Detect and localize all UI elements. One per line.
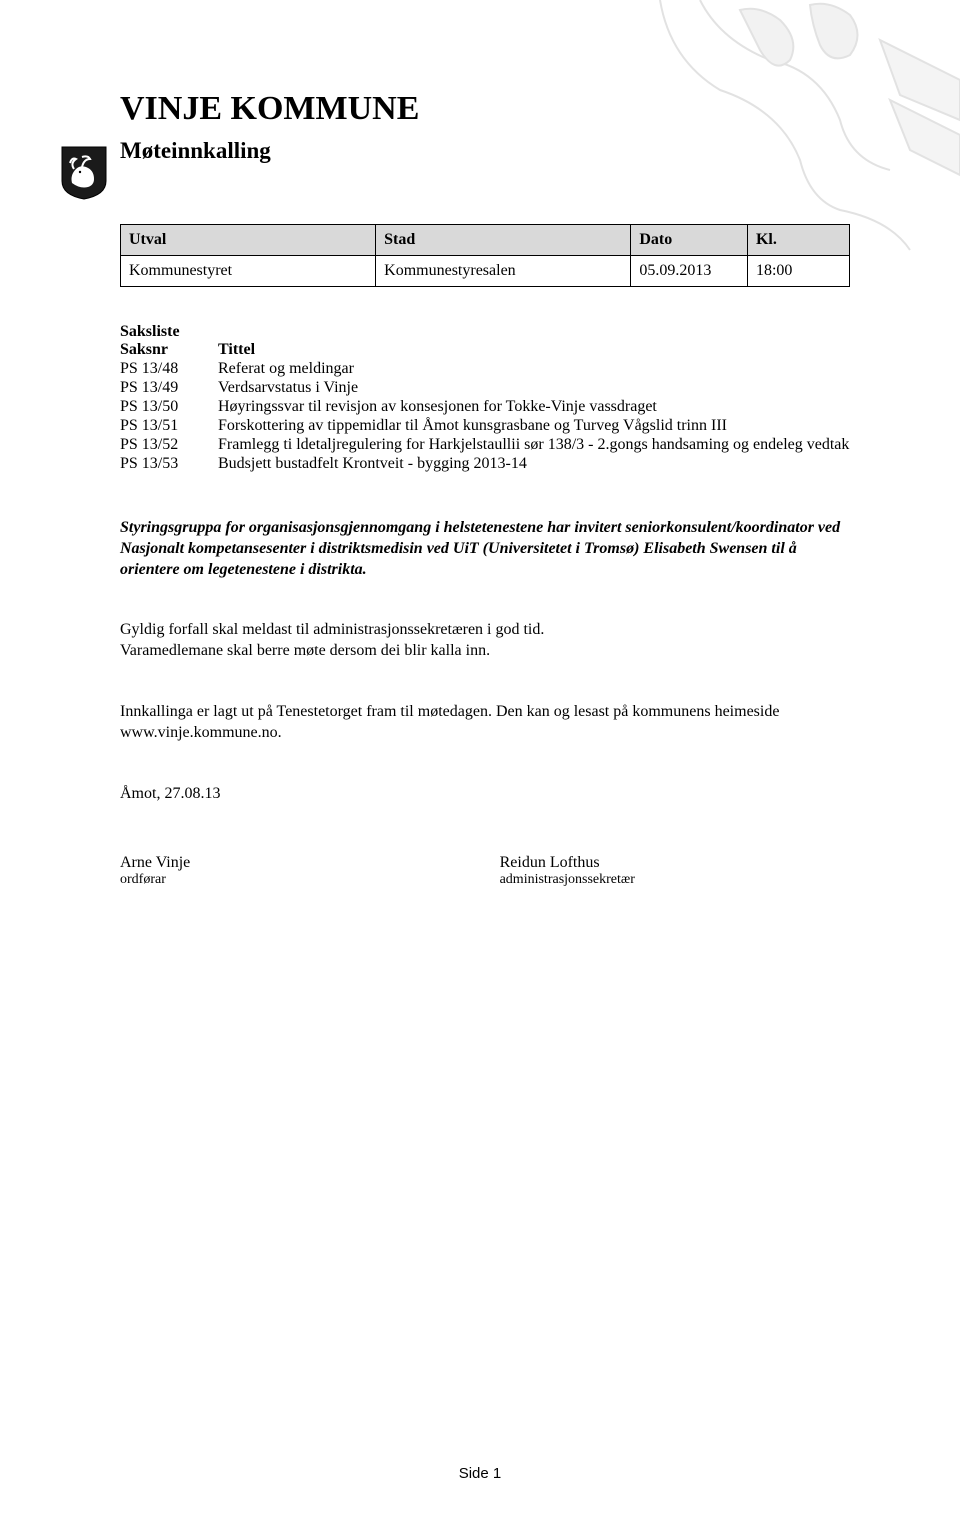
sig-name-left: Arne Vinje xyxy=(120,854,500,872)
case-title: Forskottering av tippemidlar til Åmot ku… xyxy=(218,417,849,436)
case-nr: PS 13/53 xyxy=(120,455,218,474)
td-utval: Kommunestyret xyxy=(121,256,376,287)
case-list-section: Saksliste Saksnr Tittel PS 13/48 Referat… xyxy=(120,323,850,474)
case-list-table: Saksnr Tittel PS 13/48 Referat og meldin… xyxy=(120,341,849,474)
case-title: Høyringssvar til revisjon av konsesjonen… xyxy=(218,398,849,417)
date-place: Åmot, 27.08.13 xyxy=(120,784,850,805)
th-utval: Utval xyxy=(121,225,376,256)
signature-row: Arne Vinje ordførar Reidun Lofthus admin… xyxy=(120,854,850,888)
table-row: Kommunestyret Kommunestyresalen 05.09.20… xyxy=(121,256,850,287)
th-dato: Dato xyxy=(631,225,748,256)
forfall-line-2: Varamedlemane skal berre møte dersom dei… xyxy=(120,642,490,659)
innkalling-paragraph: Innkallinga er lagt ut på Tenestetorget … xyxy=(120,702,850,744)
th-kl: Kl. xyxy=(747,225,849,256)
case-nr: PS 13/51 xyxy=(120,417,218,436)
sig-role-right: administrasjonssekretær xyxy=(500,872,850,888)
meeting-meta-table: Utval Stad Dato Kl. Kommunestyret Kommun… xyxy=(120,224,850,287)
case-title: Budsjett bustadfelt Krontveit - bygging … xyxy=(218,455,849,474)
th-saksnr: Saksnr xyxy=(120,341,218,360)
case-row: PS 13/48 Referat og meldingar xyxy=(120,360,849,379)
case-list-header-row: Saksnr Tittel xyxy=(120,341,849,360)
td-kl: 18:00 xyxy=(747,256,849,287)
case-nr: PS 13/50 xyxy=(120,398,218,417)
page-number: Side 1 xyxy=(0,1465,960,1482)
case-title: Referat og meldingar xyxy=(218,360,849,379)
sig-name-right: Reidun Lofthus xyxy=(500,854,850,872)
municipality-logo xyxy=(60,145,108,206)
document-content: VINJE KOMMUNE Møteinnkalling Utval Stad … xyxy=(0,0,960,948)
forfall-line-1: Gyldig forfall skal meldast til administ… xyxy=(120,621,544,638)
shield-icon xyxy=(60,145,108,201)
invitation-paragraph: Styringsgruppa for organisasjonsgjennomg… xyxy=(120,518,850,580)
table-header-row: Utval Stad Dato Kl. xyxy=(121,225,850,256)
case-row: PS 13/52 Framlegg ti ldetaljregulering f… xyxy=(120,436,849,455)
case-nr: PS 13/52 xyxy=(120,436,218,455)
case-title: Framlegg ti ldetaljregulering for Harkje… xyxy=(218,436,849,455)
case-nr: PS 13/48 xyxy=(120,360,218,379)
organization-title: VINJE KOMMUNE xyxy=(120,90,850,128)
case-row: PS 13/51 Forskottering av tippemidlar ti… xyxy=(120,417,849,436)
th-tittel: Tittel xyxy=(218,341,849,360)
document-title: Møteinnkalling xyxy=(120,138,850,164)
td-stad: Kommunestyresalen xyxy=(376,256,631,287)
forfall-paragraph: Gyldig forfall skal meldast til administ… xyxy=(120,620,850,662)
case-row: PS 13/50 Høyringssvar til revisjon av ko… xyxy=(120,398,849,417)
case-title: Verdsarvstatus i Vinje xyxy=(218,379,849,398)
td-dato: 05.09.2013 xyxy=(631,256,748,287)
case-row: PS 13/53 Budsjett bustadfelt Krontveit -… xyxy=(120,455,849,474)
sig-role-left: ordførar xyxy=(120,872,500,888)
header-titles: VINJE KOMMUNE Møteinnkalling xyxy=(120,90,850,164)
case-nr: PS 13/49 xyxy=(120,379,218,398)
signature-right: Reidun Lofthus administrasjonssekretær xyxy=(500,854,850,888)
signature-left: Arne Vinje ordførar xyxy=(120,854,500,888)
case-row: PS 13/49 Verdsarvstatus i Vinje xyxy=(120,379,849,398)
case-list-heading: Saksliste xyxy=(120,323,850,341)
th-stad: Stad xyxy=(376,225,631,256)
